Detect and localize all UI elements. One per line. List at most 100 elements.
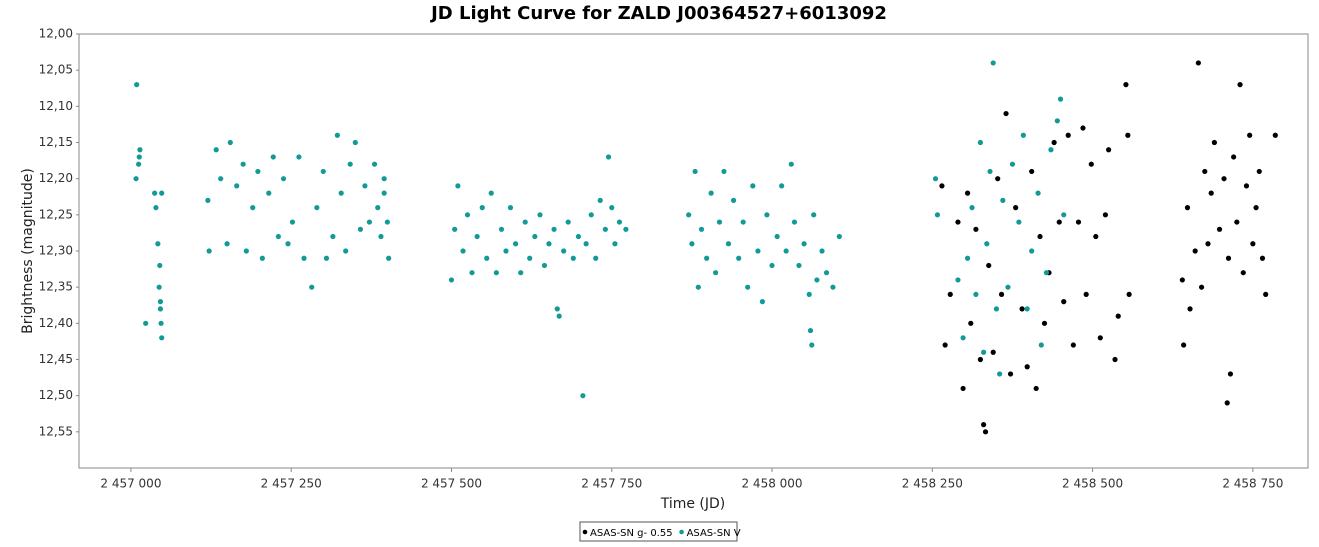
data-point xyxy=(995,176,1001,182)
legend-marker xyxy=(582,529,588,535)
data-point xyxy=(947,291,953,297)
data-point xyxy=(796,262,802,269)
data-point xyxy=(1075,219,1082,225)
data-point xyxy=(309,284,315,290)
data-point xyxy=(612,241,618,247)
data-point xyxy=(334,132,340,138)
data-point xyxy=(811,212,817,218)
data-point xyxy=(1195,60,1201,66)
data-point xyxy=(213,147,219,153)
data-point xyxy=(1024,306,1030,312)
data-point xyxy=(134,82,140,88)
data-point xyxy=(330,233,336,240)
x-tick-label: 2 457 750 xyxy=(581,477,642,491)
y-tick-label: 12,55 xyxy=(39,424,73,438)
data-point xyxy=(512,241,519,247)
data-point xyxy=(764,212,770,218)
data-point xyxy=(371,161,378,167)
data-point xyxy=(580,393,586,399)
data-point xyxy=(1013,205,1019,211)
data-point xyxy=(448,277,455,283)
data-point xyxy=(819,248,825,254)
data-point xyxy=(1088,161,1094,167)
data-point xyxy=(1051,139,1057,146)
data-point xyxy=(1057,96,1064,102)
data-point xyxy=(774,233,780,240)
data-point xyxy=(779,183,785,189)
y-tick-label: 12,15 xyxy=(39,135,73,149)
data-point xyxy=(537,212,543,218)
data-point xyxy=(1237,82,1243,88)
data-point xyxy=(546,241,552,247)
x-tick-label: 2 458 500 xyxy=(1062,477,1123,491)
y-axis-title: Brightness (magnitude) xyxy=(20,168,36,334)
data-point xyxy=(155,241,161,247)
y-tick-label: 12,50 xyxy=(39,388,73,402)
y-tick-label: 12,05 xyxy=(39,63,73,77)
data-point xyxy=(759,299,766,305)
data-point xyxy=(159,335,165,341)
data-point xyxy=(375,205,381,211)
data-point xyxy=(1247,132,1253,138)
data-point xyxy=(998,291,1005,297)
data-point xyxy=(1224,400,1230,406)
data-point xyxy=(1234,219,1240,225)
data-point xyxy=(997,371,1003,377)
data-point xyxy=(338,190,344,196)
data-point xyxy=(1123,82,1129,88)
data-point xyxy=(488,190,494,196)
data-point xyxy=(1106,147,1112,153)
data-point xyxy=(381,190,387,196)
data-point xyxy=(1250,241,1256,247)
data-point xyxy=(721,168,727,175)
data-point xyxy=(1211,139,1217,146)
data-point xyxy=(602,226,608,232)
data-point xyxy=(137,147,143,153)
data-point xyxy=(1115,313,1121,319)
data-point xyxy=(973,226,979,232)
data-point xyxy=(968,320,974,326)
y-tick-label: 12,45 xyxy=(39,352,73,366)
data-point xyxy=(1102,212,1109,218)
data-point xyxy=(993,306,1000,312)
data-point xyxy=(285,241,291,247)
data-point xyxy=(1240,270,1246,276)
data-point xyxy=(969,205,975,211)
data-point xyxy=(982,429,989,435)
data-point xyxy=(575,233,582,240)
data-point xyxy=(1061,212,1067,218)
data-point xyxy=(981,422,987,428)
data-point xyxy=(1126,291,1132,297)
x-tick-label: 2 457 500 xyxy=(421,477,482,491)
y-tick-label: 12,30 xyxy=(39,244,73,258)
data-point xyxy=(605,154,612,160)
data-point xyxy=(623,226,629,232)
data-point xyxy=(1216,226,1223,232)
data-point xyxy=(384,219,390,225)
data-point xyxy=(695,284,701,290)
data-point xyxy=(942,342,948,348)
data-point xyxy=(1125,132,1131,138)
data-point xyxy=(788,161,794,167)
data-point xyxy=(1070,342,1076,348)
data-point xyxy=(801,241,807,247)
data-point xyxy=(270,154,276,160)
data-point xyxy=(493,270,499,276)
data-point xyxy=(527,255,533,261)
data-point xyxy=(725,241,732,247)
data-point xyxy=(1038,342,1044,348)
data-point xyxy=(259,255,265,261)
data-point xyxy=(227,139,233,146)
data-point xyxy=(1029,248,1035,254)
x-tick-label: 2 457 000 xyxy=(100,477,161,491)
data-point xyxy=(1000,197,1006,203)
data-point xyxy=(243,248,249,254)
data-point xyxy=(692,168,698,175)
data-point xyxy=(1181,342,1187,348)
data-point xyxy=(1037,233,1043,240)
data-point xyxy=(836,233,842,240)
data-point xyxy=(1054,118,1060,124)
data-point xyxy=(159,190,165,196)
data-point xyxy=(960,385,966,392)
data-point xyxy=(474,233,480,240)
